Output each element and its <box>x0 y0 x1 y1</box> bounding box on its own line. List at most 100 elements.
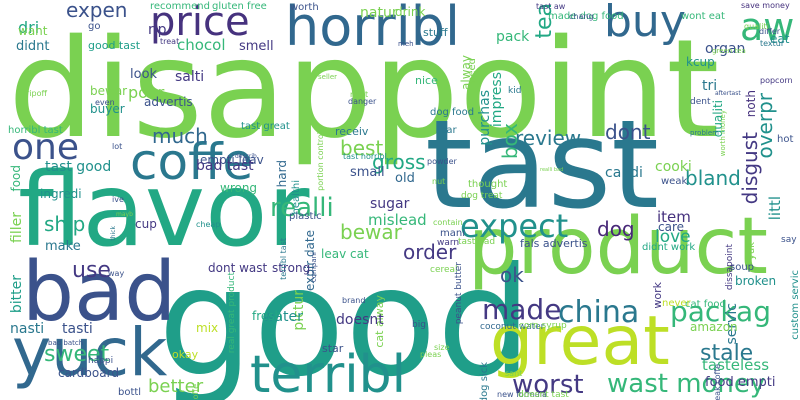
word: terribl <box>250 345 407 400</box>
word: horribl tast <box>8 125 63 136</box>
word: small <box>350 165 385 180</box>
word: realli bad <box>540 167 564 173</box>
word: size <box>434 343 450 352</box>
word: kcup <box>686 55 715 69</box>
word: pack <box>496 29 530 45</box>
word: textur <box>760 39 785 48</box>
word: nut <box>432 177 446 186</box>
word: save money <box>741 1 790 10</box>
word: receiv <box>335 125 369 138</box>
word: fresh <box>252 309 283 323</box>
word: buy <box>604 0 686 47</box>
word: aftertast <box>715 90 741 97</box>
word: tast <box>425 94 659 236</box>
word: packag <box>670 295 771 328</box>
word: custom servic <box>790 270 800 340</box>
word: dog sick <box>479 362 490 400</box>
word: bitter <box>9 275 25 314</box>
word: hard <box>275 160 289 188</box>
word: differ <box>759 27 781 36</box>
word: natur <box>360 5 398 21</box>
word: coffe <box>130 133 254 191</box>
word: bad batch <box>48 339 84 347</box>
word: food <box>9 165 23 192</box>
word: dog <box>597 217 635 241</box>
word: product <box>468 202 769 292</box>
word: mix <box>196 321 219 335</box>
word: new formula <box>497 390 547 399</box>
word: need <box>467 58 478 83</box>
word: bland <box>685 166 741 190</box>
word: bad <box>22 245 177 340</box>
word: even <box>95 98 115 107</box>
word: worth <box>290 2 319 13</box>
word: drink <box>395 5 426 19</box>
word: better <box>148 376 204 397</box>
word: mislead <box>368 211 427 229</box>
word: dont <box>605 120 651 144</box>
word: made dog food <box>548 11 624 22</box>
word: mani <box>440 228 465 239</box>
word: purchas <box>477 90 493 146</box>
word: make <box>45 239 81 254</box>
word: meh <box>398 40 414 48</box>
word: organ <box>705 41 746 57</box>
word: smell <box>239 39 274 54</box>
word: thick <box>110 226 117 241</box>
word: rip <box>148 22 167 38</box>
word: use <box>72 258 111 283</box>
word: ripoff <box>26 89 47 98</box>
word: horribl <box>285 0 460 58</box>
word: look <box>130 67 158 82</box>
word: ingredi <box>40 187 82 201</box>
word: price <box>150 0 250 45</box>
word: much <box>152 124 208 148</box>
word: corn syrup <box>519 321 567 331</box>
word: wast money <box>607 369 766 399</box>
word: peanut butter <box>454 262 464 325</box>
word: sweet <box>44 342 110 367</box>
word: recommend <box>150 1 210 12</box>
word: care <box>658 220 685 234</box>
word: cereal <box>430 265 458 275</box>
word: didnt <box>16 39 50 54</box>
word: wrong <box>220 181 258 195</box>
word: bewar <box>340 220 402 244</box>
word: weak <box>661 176 688 187</box>
word: worth money <box>719 110 727 157</box>
word: compani <box>310 252 318 283</box>
word: tri <box>702 78 718 94</box>
word: okay <box>172 348 199 361</box>
word: green tea <box>712 47 746 55</box>
word: good <box>158 236 532 400</box>
word: soup <box>730 262 755 273</box>
word: cheap <box>196 220 221 229</box>
word: say <box>781 235 797 245</box>
word: nasti <box>10 321 45 337</box>
word: stale <box>700 341 754 366</box>
word: brand <box>342 296 366 305</box>
word: way <box>108 269 125 278</box>
word: poor <box>128 83 165 102</box>
word: doesnt tast <box>518 390 569 400</box>
word: powder <box>427 157 457 166</box>
word: best <box>340 136 384 160</box>
word: water <box>263 309 303 325</box>
word: noth <box>744 90 758 118</box>
word: mayb <box>116 211 133 218</box>
word: wont eat <box>681 11 725 22</box>
word: item <box>657 208 691 226</box>
word: bewar <box>90 84 128 98</box>
word: healthi <box>291 180 302 215</box>
word: portion control <box>316 132 325 191</box>
word: real great product <box>227 272 237 354</box>
word: expect <box>460 207 569 245</box>
word: bottl <box>118 387 142 398</box>
word: great <box>490 302 670 381</box>
word: bad tast <box>196 158 254 174</box>
word: overpr <box>753 93 777 159</box>
word: melt <box>350 90 369 99</box>
word: tasti <box>62 321 93 337</box>
word: flavor <box>18 151 310 270</box>
word: filler <box>9 212 25 243</box>
